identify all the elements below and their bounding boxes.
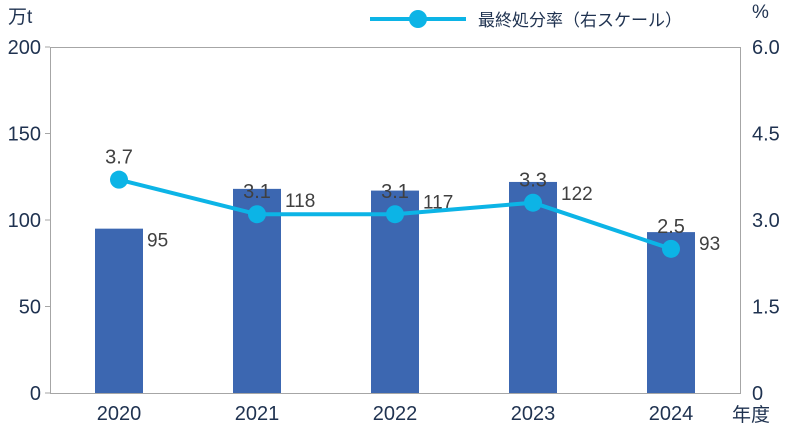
line-marker-2021 (248, 205, 266, 224)
right-axis-tick-label: 3.0 (752, 210, 780, 232)
line-value-label-2022: 3.1 (381, 181, 409, 203)
line-value-label-2023: 3.3 (519, 170, 547, 192)
line-marker-2020 (110, 170, 128, 189)
line-value-label-2024: 2.5 (657, 216, 685, 238)
bar-value-label-2021: 118 (285, 191, 315, 212)
x-axis-tick-label-2022: 2022 (373, 403, 418, 425)
bar-value-label-2023: 122 (561, 184, 593, 205)
x-axis-tick-label-2024: 2024 (649, 403, 694, 425)
left-axis-tick-label: 200 (8, 37, 41, 59)
right-axis-tick-label: 1.5 (752, 297, 780, 319)
x-axis-tick-label-2021: 2021 (235, 403, 280, 425)
bar-2022 (371, 190, 419, 393)
bar-value-label-2020: 95 (147, 231, 168, 252)
left-axis-tick-label: 100 (8, 210, 41, 232)
left-axis-unit-label: 万t (8, 7, 33, 28)
bar-2024 (647, 232, 695, 393)
line-value-label-2020: 3.7 (105, 147, 133, 169)
x-axis-tick-label-2020: 2020 (97, 403, 142, 425)
left-axis-tick-label: 150 (8, 124, 41, 146)
line-marker-2023 (524, 193, 542, 212)
bar-2023 (509, 181, 557, 393)
left-axis-tick-label: 50 (19, 297, 41, 319)
legend-line-marker-icon (370, 9, 466, 28)
right-axis-tick-label: 0 (752, 383, 763, 405)
left-axis-tick-label: 0 (30, 383, 41, 405)
legend-label: 最終処分率（右スケール） (478, 11, 682, 30)
right-axis-tick-label: 4.5 (752, 124, 780, 146)
legend: 最終処分率（右スケール） (368, 6, 682, 31)
x-axis-tick-label-2023: 2023 (511, 403, 556, 425)
plot-border (50, 47, 741, 394)
line-marker-2024 (662, 239, 680, 258)
bar-value-label-2024: 93 (699, 234, 720, 255)
bar-2020 (95, 228, 143, 393)
right-axis-unit-label: % (752, 2, 769, 23)
line-value-label-2021: 3.1 (243, 181, 271, 203)
x-axis-unit-label: 年度 (732, 405, 771, 426)
right-axis-tick-label: 6.0 (752, 37, 780, 59)
line-marker-2022 (386, 205, 404, 224)
